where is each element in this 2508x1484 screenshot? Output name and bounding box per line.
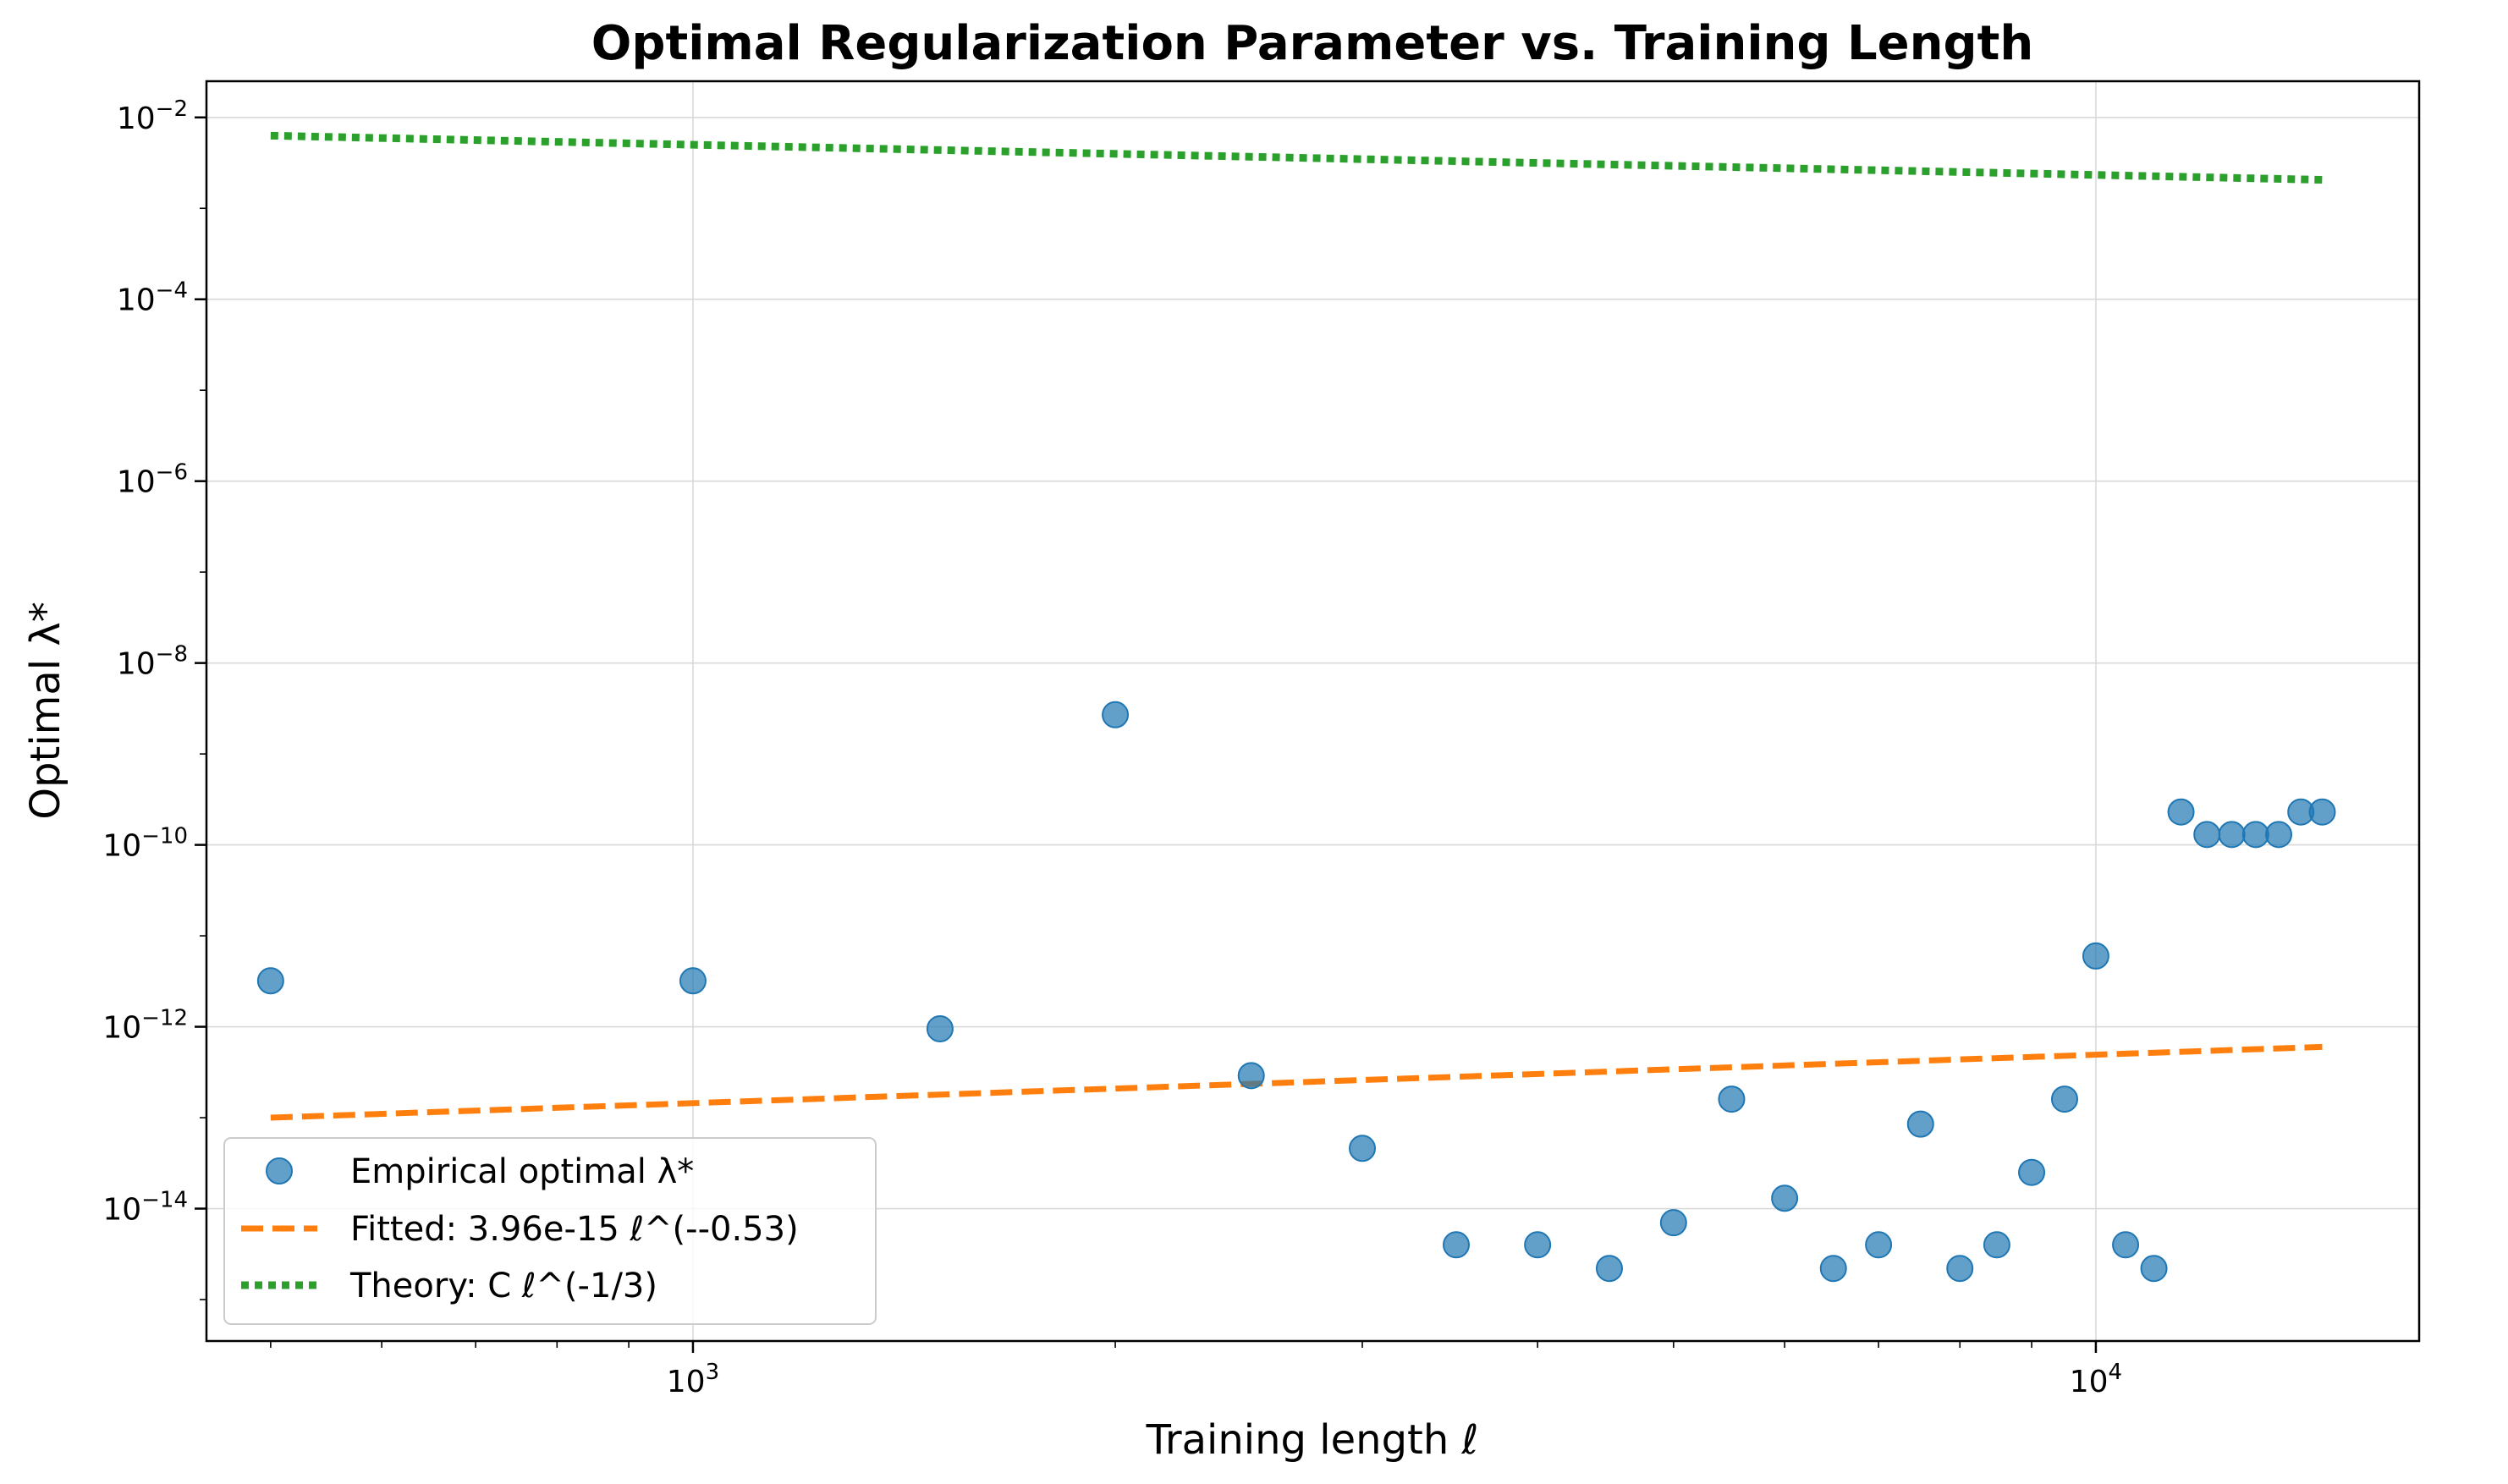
- data-point: [1819, 1255, 1847, 1283]
- series-points: [256, 701, 2336, 1283]
- data-point: [2018, 1158, 2046, 1186]
- y-tick-label: 10−14: [102, 1188, 188, 1228]
- data-point: [256, 967, 284, 995]
- data-point: [1771, 1184, 1799, 1212]
- x-tick-label: 104: [2070, 1360, 2122, 1399]
- y-tick-label: 10−4: [117, 278, 188, 318]
- data-point: [1595, 1255, 1623, 1283]
- series-lines: [270, 131, 2323, 1121]
- data-point: [2082, 942, 2109, 970]
- y-tick-label: 10−8: [117, 642, 188, 682]
- legend-label-empirical: Empirical optimal λ*: [350, 1152, 694, 1191]
- data-point: [1443, 1231, 1471, 1259]
- data-point: [1102, 701, 1130, 728]
- data-point: [1865, 1231, 1893, 1259]
- data-point: [1237, 1062, 1265, 1090]
- x-tick-label: 103: [667, 1360, 719, 1399]
- data-point: [2218, 821, 2246, 849]
- legend: Empirical optimal λ* Fitted: 3.96e-15 ℓ^…: [223, 1137, 877, 1325]
- legend-marker-empirical: [266, 1157, 293, 1184]
- data-point: [1718, 1086, 1746, 1113]
- minor-ticks: [200, 207, 2032, 1348]
- y-axis-label: Optimal λ*: [22, 602, 69, 820]
- data-point: [679, 967, 707, 995]
- y-axis: 10−14 10−12 10−10 10−8 10−6 10−4 10−2: [102, 96, 206, 1228]
- data-point: [2167, 798, 2195, 826]
- data-point: [926, 1014, 954, 1042]
- data-point: [2112, 1231, 2140, 1259]
- legend-label-fitted: Fitted: 3.96e-15 ℓ^(--0.53): [350, 1210, 799, 1249]
- theory-line: [270, 131, 2323, 184]
- legend-box: [223, 1137, 877, 1325]
- data-point: [2265, 821, 2293, 849]
- y-tick-label: 10−6: [117, 460, 188, 500]
- data-point: [1946, 1255, 1974, 1283]
- data-point: [2308, 798, 2336, 826]
- data-point: [1524, 1231, 1552, 1259]
- y-tick-label: 10−10: [102, 824, 188, 864]
- data-point: [1659, 1209, 1687, 1237]
- chart-title: Optimal Regularization Parameter vs. Tra…: [591, 16, 2033, 71]
- x-axis: 103 104: [667, 1341, 2122, 1399]
- x-axis-label: Training length ℓ: [1146, 1416, 1479, 1464]
- fitted-line: [270, 1043, 2323, 1121]
- data-point: [2140, 1255, 2168, 1283]
- data-point: [1349, 1135, 1377, 1162]
- y-tick-label: 10−2: [117, 96, 188, 136]
- data-point: [1906, 1110, 1934, 1138]
- plot-frame: [205, 80, 2421, 1343]
- data-point: [1983, 1231, 2010, 1259]
- data-point: [2050, 1086, 2078, 1113]
- y-tick-label: 10−12: [102, 1006, 188, 1046]
- data-point: [2241, 821, 2269, 849]
- data-point: [2193, 821, 2221, 849]
- legend-label-theory: Theory: C ℓ^(-1/3): [349, 1267, 657, 1305]
